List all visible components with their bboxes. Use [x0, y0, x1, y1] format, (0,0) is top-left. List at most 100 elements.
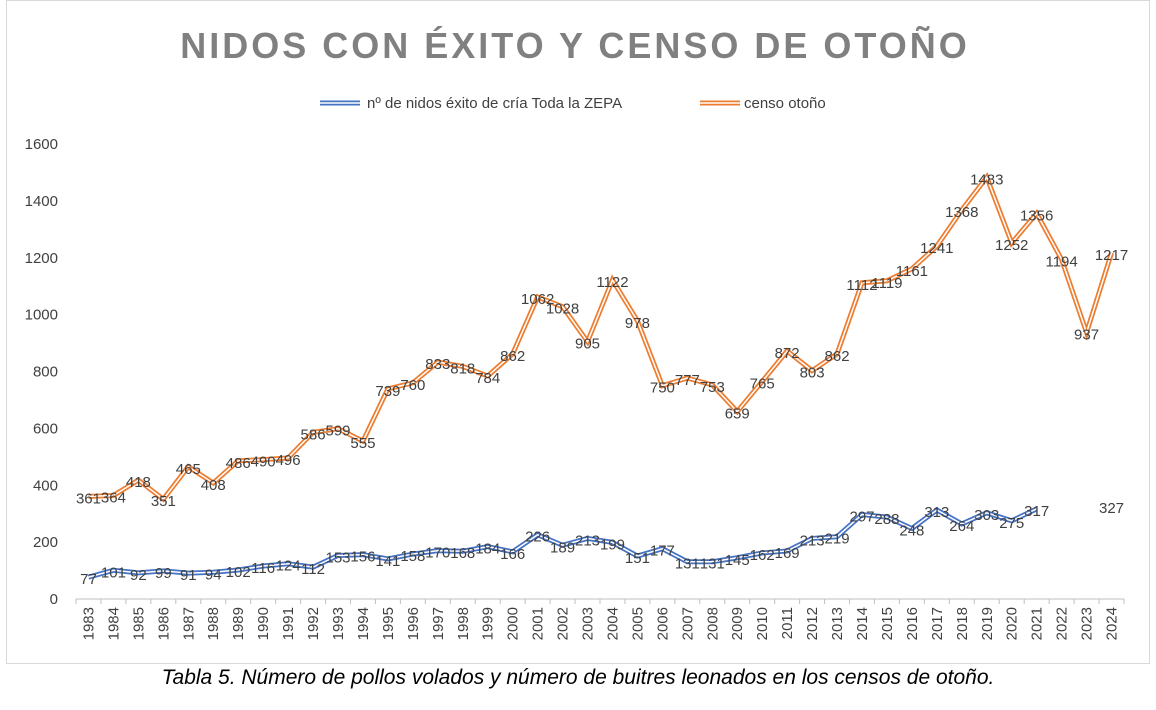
data-label: 248 — [899, 522, 924, 539]
x-tick-label: 1991 — [280, 607, 297, 640]
data-label: 1194 — [1045, 253, 1077, 270]
x-tick-label: 2018 — [954, 607, 971, 640]
data-label: 803 — [800, 365, 825, 382]
data-label: 833 — [425, 356, 450, 373]
data-label: 1356 — [1020, 207, 1053, 224]
data-label: 1122 — [596, 274, 628, 291]
x-tick-label: 1992 — [305, 607, 322, 640]
data-label: 361 — [76, 490, 101, 507]
x-tick-label: 2024 — [1104, 607, 1121, 640]
data-label: 177 — [650, 543, 675, 560]
x-tick-label: 2005 — [629, 607, 646, 640]
x-tick-label: 2011 — [779, 607, 796, 639]
data-label: 765 — [750, 375, 775, 392]
x-tick-label: 2022 — [1054, 607, 1071, 640]
x-tick-label: 2003 — [580, 607, 597, 640]
x-tick-label: 1986 — [155, 607, 172, 640]
x-tick-label: 2017 — [929, 607, 946, 640]
data-label: 753 — [700, 379, 725, 396]
data-label: 166 — [500, 546, 525, 563]
data-label: 739 — [375, 383, 400, 400]
data-label: 418 — [126, 474, 151, 491]
legend-label: nº de nidos éxito de cría Toda la ZEPA — [367, 95, 622, 112]
data-label: 1028 — [546, 301, 579, 318]
x-tick-label: 1999 — [480, 607, 497, 640]
data-label: 872 — [775, 345, 800, 362]
data-label: 199 — [600, 536, 625, 553]
data-label: 156 — [350, 549, 375, 566]
x-tick-label: 2006 — [654, 607, 671, 640]
series-nidos-exito — [87, 506, 1038, 580]
data-label: 94 — [205, 566, 222, 583]
y-tick-label: 600 — [33, 420, 58, 437]
y-tick-label: 1600 — [25, 136, 58, 153]
data-label: 1252 — [995, 237, 1028, 254]
data-label: 555 — [350, 435, 375, 452]
x-tick-label: 2004 — [604, 607, 621, 640]
data-label: 151 — [625, 550, 650, 567]
x-tick-label: 2020 — [1004, 607, 1021, 640]
data-label: 275 — [999, 515, 1024, 532]
chart-series — [87, 172, 1114, 580]
data-label: 599 — [325, 423, 350, 440]
x-tick-label: 2015 — [879, 607, 896, 640]
data-label: 77 — [80, 571, 97, 588]
y-tick-label: 200 — [33, 534, 58, 551]
data-label: 586 — [301, 426, 326, 443]
data-label: 116 — [251, 560, 275, 577]
data-label: 162 — [750, 547, 775, 564]
data-label: 1062 — [521, 291, 554, 308]
chart-axes: 0 200 400 600 800 1000 1200 1400 1600 1983 1984 198… — [25, 136, 1125, 640]
data-label: 184 — [475, 541, 500, 558]
x-tick-label: 2010 — [754, 607, 771, 640]
x-tick-label: 1988 — [205, 607, 222, 640]
x-tick-label: 1990 — [255, 607, 272, 640]
data-label: 490 — [251, 454, 276, 471]
x-tick-label: 1993 — [330, 607, 347, 640]
x-tick-label: 2009 — [729, 607, 746, 640]
x-tick-label: 1985 — [130, 607, 147, 640]
data-label: 760 — [400, 377, 425, 394]
x-tick-label: 2023 — [1079, 607, 1096, 640]
x-tick-label: 2000 — [505, 607, 522, 640]
x-tick-label: 2013 — [829, 607, 846, 640]
x-tick-label: 2012 — [804, 607, 821, 640]
data-label: 141 — [375, 553, 400, 570]
data-label: 288 — [874, 511, 899, 528]
data-label: 351 — [151, 493, 176, 510]
figure-caption: Tabla 5. Número de pollos volados y núme… — [161, 666, 995, 689]
x-tick-label: 2016 — [904, 607, 921, 640]
x-tick-label: 2008 — [704, 607, 721, 640]
data-label: 168 — [450, 545, 475, 562]
data-label: 131 — [675, 556, 700, 573]
y-tick-label: 1000 — [25, 307, 58, 324]
data-label: 303 — [974, 507, 999, 524]
series-line-inner — [88, 175, 1113, 501]
y-tick-label: 400 — [33, 477, 58, 494]
data-label: 818 — [450, 360, 475, 377]
data-label: 112 — [301, 561, 325, 578]
x-tick-label: 2001 — [530, 607, 547, 640]
chart-svg: NIDOS CON ÉXITO Y CENSO DE OTOÑO nº de n… — [25, 24, 1129, 640]
chart-legend: nº de nidos éxito de cría Toda la ZEPA ce… — [320, 95, 826, 112]
data-label: 1217 — [1095, 247, 1128, 264]
data-label: 408 — [201, 477, 226, 494]
data-label: 1483 — [970, 171, 1003, 188]
x-tick-label: 1996 — [405, 607, 422, 640]
data-label: 317 — [1024, 503, 1049, 520]
data-label: 1112 — [846, 277, 877, 294]
chart-title: NIDOS CON ÉXITO Y CENSO DE OTOÑO — [180, 24, 969, 66]
data-label: 226 — [525, 529, 550, 546]
data-label: 158 — [400, 548, 425, 565]
data-label: 145 — [725, 552, 750, 569]
x-tick-label: 1987 — [180, 607, 197, 640]
x-tick-label: 1983 — [80, 607, 97, 640]
data-label: 905 — [575, 336, 600, 353]
x-tick-label: 2019 — [979, 607, 996, 640]
x-tick-label: 1995 — [380, 607, 397, 640]
x-tick-label: 2014 — [854, 607, 871, 640]
data-label: 91 — [180, 567, 197, 584]
data-label: 189 — [550, 539, 575, 556]
y-tick-label: 800 — [33, 364, 58, 381]
data-label: 153 — [325, 549, 350, 566]
